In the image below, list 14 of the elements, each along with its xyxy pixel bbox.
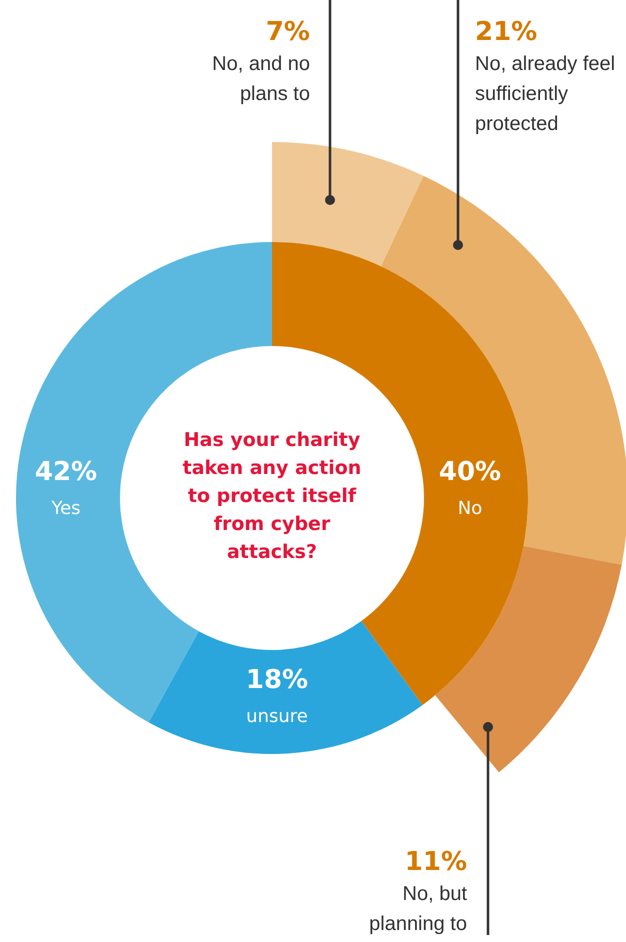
data-label: 18%	[246, 665, 308, 695]
data-label: 42%	[34, 457, 98, 487]
slice-label: unsure	[246, 706, 308, 727]
slice-label: No, already feel sufficiently protected	[475, 53, 616, 135]
slice-label: Yes	[50, 498, 81, 519]
donut-slice	[148, 620, 422, 754]
data-label: 11%	[404, 847, 467, 877]
data-label: 21%	[475, 17, 538, 47]
slice-label: No, and no plans to	[212, 53, 310, 105]
slice-label: No, but planning to	[369, 883, 468, 935]
data-label: 40%	[438, 457, 502, 487]
text: Has your charity taken any action to protect itself from cyber attacks?	[182, 429, 362, 563]
slice-label: No	[458, 498, 482, 519]
data-label: 7%	[266, 17, 310, 47]
